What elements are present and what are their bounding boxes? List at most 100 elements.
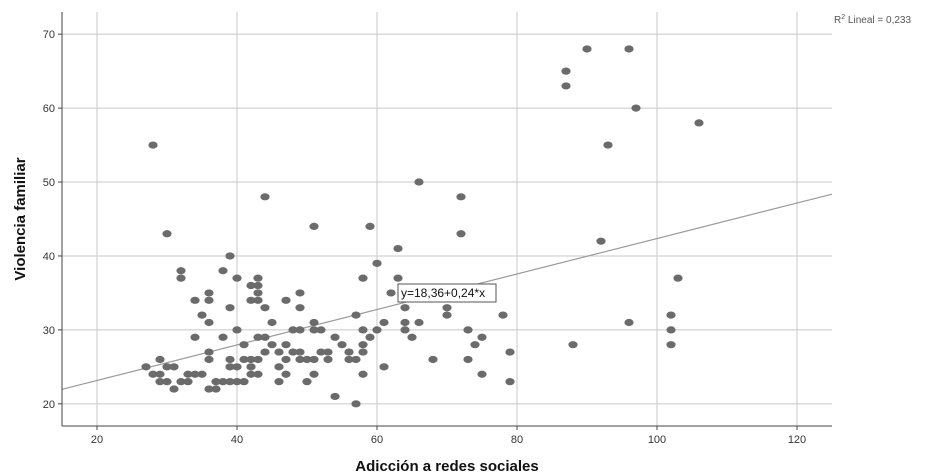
- data-point: [295, 304, 305, 312]
- data-point: [351, 311, 361, 319]
- data-point: [400, 326, 410, 334]
- data-point: [470, 341, 480, 349]
- data-point: [267, 341, 277, 349]
- data-point: [456, 230, 466, 238]
- data-point: [155, 355, 165, 364]
- data-point: [176, 378, 186, 386]
- data-point: [309, 355, 319, 364]
- data-point: [204, 348, 214, 356]
- data-point: [351, 400, 361, 408]
- data-point: [414, 318, 424, 327]
- data-point: [218, 267, 228, 275]
- data-point: [456, 193, 466, 201]
- data-point: [288, 348, 298, 356]
- data-point: [148, 141, 158, 149]
- data-point: [190, 370, 200, 378]
- data-point: [246, 281, 256, 290]
- data-point: [498, 311, 508, 319]
- data-point: [302, 378, 312, 386]
- data-point: [239, 341, 249, 349]
- data-point: [358, 274, 368, 282]
- data-points: [141, 45, 704, 408]
- data-point: [281, 341, 291, 349]
- data-point: [162, 363, 172, 371]
- data-point: [295, 348, 305, 356]
- data-point: [148, 370, 158, 378]
- data-point: [673, 274, 683, 282]
- data-point: [281, 370, 291, 378]
- data-point: [225, 355, 235, 364]
- data-point: [232, 378, 242, 386]
- data-point: [204, 355, 214, 364]
- data-point: [624, 45, 634, 53]
- data-point: [344, 355, 354, 364]
- data-point: [582, 45, 592, 53]
- data-point: [568, 341, 578, 349]
- y-tick-label: 60: [43, 103, 55, 115]
- y-tick-label: 50: [43, 177, 55, 189]
- data-point: [428, 355, 438, 364]
- data-point: [183, 370, 193, 378]
- data-point: [477, 333, 487, 341]
- x-tick-labels: 20 40 60 80 100 120: [91, 434, 806, 446]
- data-point: [596, 237, 606, 245]
- r2-superscript: 2: [841, 14, 845, 21]
- data-point: [302, 355, 312, 364]
- data-point: [666, 341, 676, 349]
- data-point: [197, 370, 207, 378]
- data-point: [323, 348, 333, 356]
- y-axis-title: Violencia familiar: [12, 157, 29, 280]
- data-point: [225, 378, 235, 386]
- data-point: [176, 274, 186, 282]
- data-point: [260, 193, 270, 201]
- data-point: [386, 289, 396, 297]
- data-point: [232, 326, 242, 334]
- data-point: [344, 348, 354, 356]
- y-tick-label: 20: [43, 399, 55, 411]
- data-point: [155, 378, 165, 386]
- data-point: [253, 296, 263, 304]
- data-point: [225, 363, 235, 371]
- data-point: [267, 318, 277, 327]
- data-point: [169, 385, 179, 393]
- data-point: [204, 289, 214, 297]
- data-point: [239, 355, 249, 364]
- data-point: [309, 370, 319, 378]
- data-point: [211, 385, 221, 393]
- data-point: [358, 326, 368, 334]
- data-point: [330, 333, 340, 341]
- data-point: [400, 304, 410, 312]
- data-point: [316, 326, 326, 334]
- data-point: [141, 363, 151, 371]
- data-point: [232, 274, 242, 282]
- data-point: [477, 370, 487, 378]
- equation-label-box: [397, 283, 497, 303]
- data-point: [253, 355, 263, 364]
- data-point: [183, 378, 193, 386]
- data-point: [358, 348, 368, 356]
- x-axis-title: Adicción a redes sociales: [355, 458, 538, 475]
- data-point: [407, 333, 417, 341]
- data-point: [358, 370, 368, 378]
- data-point: [561, 67, 571, 75]
- y-tick-label: 30: [43, 325, 55, 337]
- data-point: [253, 281, 263, 290]
- data-point: [190, 333, 200, 341]
- data-point: [295, 326, 305, 334]
- data-point: [624, 318, 634, 327]
- r2-prefix: R: [834, 15, 841, 26]
- data-point: [505, 378, 515, 386]
- data-point: [274, 363, 284, 371]
- data-point: [281, 355, 291, 364]
- data-point: [246, 355, 256, 364]
- r2-suffix: Lineal = 0,233: [845, 15, 911, 26]
- x-tick-label: 20: [91, 434, 103, 446]
- data-point: [225, 252, 235, 260]
- data-point: [253, 274, 263, 282]
- data-point: [372, 326, 382, 334]
- data-point: [204, 385, 214, 393]
- data-point: [505, 348, 515, 356]
- data-point: [281, 296, 291, 304]
- data-point: [176, 267, 186, 275]
